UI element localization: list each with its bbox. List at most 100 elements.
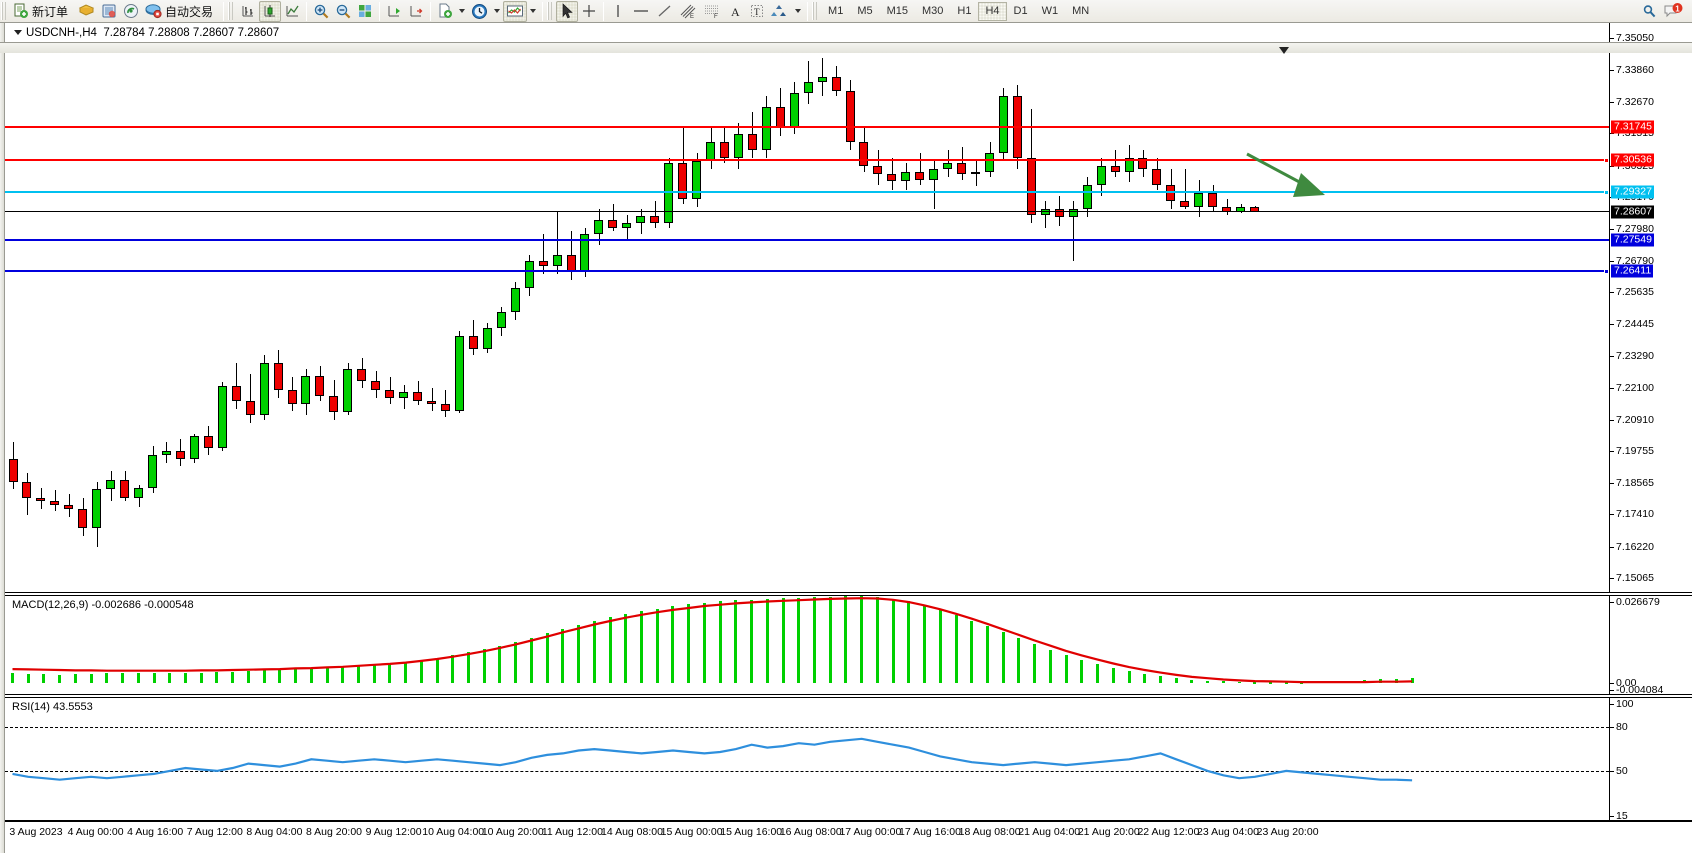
rsi-plot[interactable] — [5, 698, 1609, 820]
timeframe-mn[interactable]: MN — [1072, 4, 1090, 17]
auto-scroll-icon[interactable] — [383, 1, 405, 22]
trendline-icon[interactable] — [653, 1, 676, 22]
horizontal-line-icon[interactable] — [629, 1, 653, 22]
macd-histogram-bar — [797, 597, 801, 683]
tile-windows-icon[interactable] — [354, 1, 376, 22]
macd-histogram-bar — [954, 615, 958, 683]
macd-histogram-bar — [970, 620, 974, 683]
shapes-icon[interactable] — [768, 1, 792, 22]
price-tick: 7.19755 — [1610, 445, 1654, 457]
chevron-down-icon-period[interactable] — [494, 9, 501, 13]
candle-body — [817, 77, 827, 83]
zoom-out-icon[interactable] — [332, 1, 354, 22]
macd-histogram-bar — [388, 663, 392, 683]
fibonacci-icon[interactable]: F — [700, 1, 724, 22]
chevron-down-icon-shapes[interactable] — [795, 9, 802, 13]
macd-histogram-bar — [577, 624, 581, 683]
macd-histogram-bar — [1206, 680, 1210, 683]
autotrading-button[interactable]: 自动交易 — [142, 1, 220, 22]
candle-body — [8, 459, 18, 483]
price-label-support-1[interactable]: 7.27549 — [1611, 233, 1654, 247]
rsi-title: RSI(14) 43.5553 — [12, 701, 93, 713]
time-tick: 15 Aug 16:00 — [720, 826, 783, 838]
line-handle[interactable] — [1604, 269, 1609, 275]
price-line-resistance[interactable] — [5, 158, 1609, 161]
price-label-resistance-2[interactable]: 7.30536 — [1611, 153, 1654, 167]
rsi-axis[interactable]: 100 80 50 15 — [1609, 698, 1692, 822]
timeframe-d1[interactable]: D1 — [1013, 4, 1028, 17]
macd-axis[interactable]: 0.026679 0.00 -0.004084 — [1609, 596, 1692, 696]
crosshair-icon[interactable] — [578, 1, 600, 22]
candle-body — [203, 436, 213, 449]
candle-body — [189, 436, 199, 460]
macd-plot[interactable] — [5, 596, 1609, 694]
candle-body — [957, 163, 967, 175]
price-line-pivot[interactable] — [5, 191, 1609, 194]
period-icon[interactable] — [468, 1, 491, 22]
price-label-pivot[interactable]: 7.29327 — [1611, 185, 1654, 199]
zoom-in-icon[interactable] — [310, 1, 332, 22]
time-axis[interactable]: 3 Aug 2023 4 Aug 00:00 4 Aug 16:00 7 Aug 12… — [5, 821, 1692, 853]
indicators-icon[interactable] — [503, 0, 528, 22]
chevron-down-icon-indicators[interactable] — [530, 9, 537, 13]
chart-shift-icon[interactable] — [405, 1, 427, 22]
alerts-icon[interactable]: 1 — [1660, 1, 1686, 22]
timeframe-h4[interactable]: H4 — [978, 1, 1007, 21]
new-order-button[interactable]: 新订单 — [10, 1, 75, 22]
candle-wick — [250, 374, 252, 423]
price-pane[interactable]: USDCNH-,H4 7.28784 7.28808 7.28607 7.286… — [5, 23, 1692, 593]
toolbar-grip-2[interactable] — [228, 2, 236, 20]
price-plot[interactable] — [5, 23, 1609, 592]
vertical-line-icon[interactable] — [607, 1, 629, 22]
line-handle[interactable] — [1604, 190, 1609, 196]
price-axis[interactable]: 7.350507.338607.326707.315157.303257.291… — [1609, 23, 1692, 592]
timeframe-m15[interactable]: M15 — [886, 4, 908, 17]
rsi-level-line — [5, 727, 1609, 729]
rsi-pane[interactable]: RSI(14) 43.5553 100 80 50 15 — [5, 697, 1692, 822]
macd-histogram-bar — [592, 620, 596, 683]
time-tick: 4 Aug 00:00 — [67, 826, 124, 838]
toolbar-separator-2 — [306, 1, 308, 21]
candle-wick — [919, 152, 921, 186]
timeframe-m5[interactable]: M5 — [857, 4, 873, 17]
text-icon[interactable]: A — [724, 1, 746, 22]
main-toolbar: 新订单 自动交易 — [0, 0, 1692, 23]
chevron-down-icon-template[interactable] — [459, 9, 466, 13]
toolbar-grip-3[interactable] — [547, 2, 555, 20]
price-line-current-price[interactable] — [5, 210, 1609, 212]
equidistant-channel-icon[interactable]: E — [676, 1, 700, 22]
toolbar-grip[interactable] — [1, 2, 8, 20]
candlestick-chart-icon[interactable] — [259, 0, 282, 22]
timeframe-w1[interactable]: W1 — [1041, 4, 1059, 17]
find-icon[interactable] — [1638, 1, 1660, 22]
timeframe-m30[interactable]: M30 — [922, 4, 944, 17]
new-template-icon[interactable] — [434, 1, 456, 22]
price-line-resistance[interactable] — [5, 126, 1609, 129]
toolbar-separator — [223, 1, 225, 21]
timeframe-h1[interactable]: H1 — [957, 4, 972, 17]
line-chart-icon[interactable] — [281, 1, 303, 22]
text-label-icon[interactable]: T — [746, 1, 768, 22]
time-tick: 22 Aug 12:00 — [1137, 826, 1200, 838]
candle-body — [1082, 185, 1092, 210]
line-handle[interactable] — [1604, 157, 1609, 163]
toolbar-grip-4[interactable] — [812, 2, 820, 20]
macd-histogram-bar — [1096, 663, 1100, 683]
macd-pane[interactable]: MACD(12,26,9) -0.002686 -0.000548 0.0266… — [5, 595, 1692, 696]
price-label-support-2[interactable]: 7.26411 — [1611, 264, 1654, 278]
book-icon[interactable] — [75, 1, 98, 22]
cursor-icon[interactable] — [556, 0, 579, 22]
chart-menu-triangle-icon[interactable] — [14, 30, 22, 36]
news-icon[interactable] — [98, 1, 120, 22]
macd-histogram-bar — [1048, 649, 1052, 683]
price-label-current-price[interactable]: 7.28607 — [1611, 205, 1654, 219]
candle-body — [134, 487, 144, 499]
svg-text:F: F — [714, 14, 718, 19]
price-line-support[interactable] — [5, 270, 1609, 273]
signal-icon[interactable] — [120, 1, 142, 22]
price-label-resistance-1[interactable]: 7.31745 — [1611, 120, 1654, 134]
bar-chart-icon[interactable] — [237, 1, 259, 22]
timeframe-m1[interactable]: M1 — [828, 4, 844, 17]
chart-area[interactable]: USDCNH-,H4 7.28784 7.28808 7.28607 7.286… — [0, 23, 1692, 853]
price-line-support[interactable] — [5, 239, 1609, 242]
